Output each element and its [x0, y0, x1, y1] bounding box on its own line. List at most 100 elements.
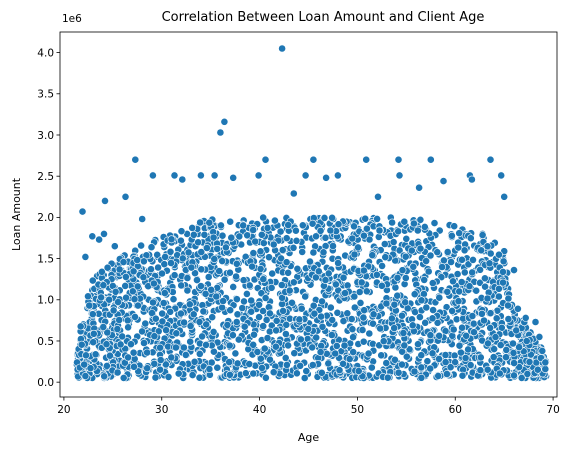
scatter-point	[350, 222, 358, 231]
y-tick-label: 3.5	[37, 89, 54, 101]
scatter-point	[322, 173, 330, 182]
scatter-point	[225, 268, 234, 277]
scatter-point	[153, 250, 162, 259]
scatter-point	[310, 309, 319, 318]
scatter-point	[190, 357, 199, 366]
scatter-point	[232, 272, 240, 281]
scatter-point	[149, 279, 158, 288]
scatter-point	[205, 218, 214, 227]
scatter-point	[476, 278, 484, 287]
scatter-point	[202, 320, 211, 329]
scatter-point	[169, 295, 178, 304]
scatter-point	[249, 340, 258, 349]
scatter-point	[129, 267, 138, 276]
scatter-point	[225, 358, 234, 366]
scatter-point	[335, 366, 344, 375]
scatter-point	[373, 214, 381, 223]
scatter-point	[150, 332, 159, 341]
scatter-point	[282, 360, 291, 369]
scatter-point	[247, 307, 256, 316]
scatter-point	[449, 277, 457, 286]
scatter-point	[184, 248, 193, 257]
scatter-point	[478, 231, 487, 239]
scatter-point	[515, 363, 524, 371]
scatter-point	[113, 368, 122, 377]
scatter-point	[360, 306, 369, 315]
scatter-point	[161, 360, 170, 369]
scatter-point	[156, 343, 164, 352]
scatter-point	[282, 258, 291, 267]
scatter-point	[188, 223, 197, 232]
scatter-point	[202, 340, 210, 349]
scatter-point	[362, 224, 371, 233]
scatter-point	[159, 299, 168, 307]
scatter-point	[372, 270, 381, 279]
scatter-point	[382, 299, 391, 308]
scatter-point	[228, 331, 237, 340]
scatter-point	[331, 280, 340, 289]
scatter-point	[447, 258, 455, 266]
scatter-point	[292, 236, 301, 245]
scatter-point	[88, 232, 97, 241]
scatter-point	[466, 234, 475, 243]
scatter-point	[359, 313, 368, 322]
scatter-point	[469, 255, 477, 264]
scatter-point	[455, 229, 464, 238]
scatter-point	[124, 323, 133, 332]
scatter-point	[468, 268, 477, 277]
scatter-point	[495, 250, 503, 259]
scatter-point	[402, 352, 411, 361]
scatter-point	[522, 337, 531, 345]
scatter-point	[130, 362, 138, 371]
scatter-point	[170, 171, 179, 180]
scatter-point	[111, 287, 120, 296]
scatter-point	[410, 290, 419, 299]
scatter-point	[110, 242, 119, 251]
y-tick-label: 0.5	[37, 336, 54, 348]
scatter-point	[242, 289, 251, 298]
scatter-point	[269, 240, 278, 249]
scatter-point	[241, 369, 250, 378]
scatter-point	[390, 300, 399, 309]
scatter-point	[339, 359, 347, 368]
scatter-point	[106, 351, 114, 360]
scatter-point	[209, 233, 218, 242]
scatter-point	[232, 295, 241, 304]
scatter-point	[484, 339, 492, 348]
scatter-point	[317, 312, 325, 321]
scatter-point	[461, 354, 470, 362]
scatter-point	[316, 226, 325, 235]
scatter-point	[454, 297, 463, 306]
scatter-point	[401, 298, 410, 307]
scatter-point	[137, 241, 145, 250]
scatter-point	[88, 276, 97, 285]
scatter-point	[495, 369, 504, 378]
scatter-point	[293, 264, 302, 273]
scatter-point	[480, 316, 488, 325]
scatter-point	[256, 247, 265, 256]
scatter-point	[255, 300, 263, 309]
scatter-point	[258, 363, 266, 372]
scatter-point	[193, 276, 201, 284]
scatter-point	[400, 341, 409, 350]
scatter-point	[298, 247, 307, 256]
scatter-point	[354, 367, 363, 375]
scatter-point	[212, 292, 221, 301]
scatter-point	[89, 329, 98, 338]
scatter-point	[401, 274, 410, 282]
scatter-point	[249, 369, 258, 378]
scatter-point	[451, 358, 459, 367]
scatter-point	[314, 267, 323, 276]
scatter-point	[189, 310, 198, 319]
scatter-point	[417, 363, 426, 372]
scatter-point	[208, 313, 217, 322]
scatter-point	[422, 257, 430, 265]
y-axis-label: Loan Amount	[10, 177, 23, 251]
scatter-point	[177, 281, 186, 290]
scatter-point	[158, 317, 167, 326]
scatter-point	[541, 365, 550, 373]
scatter-point	[398, 311, 406, 320]
scatter-point	[426, 155, 435, 164]
scatter-point	[181, 350, 190, 359]
scatter-point	[259, 322, 268, 330]
